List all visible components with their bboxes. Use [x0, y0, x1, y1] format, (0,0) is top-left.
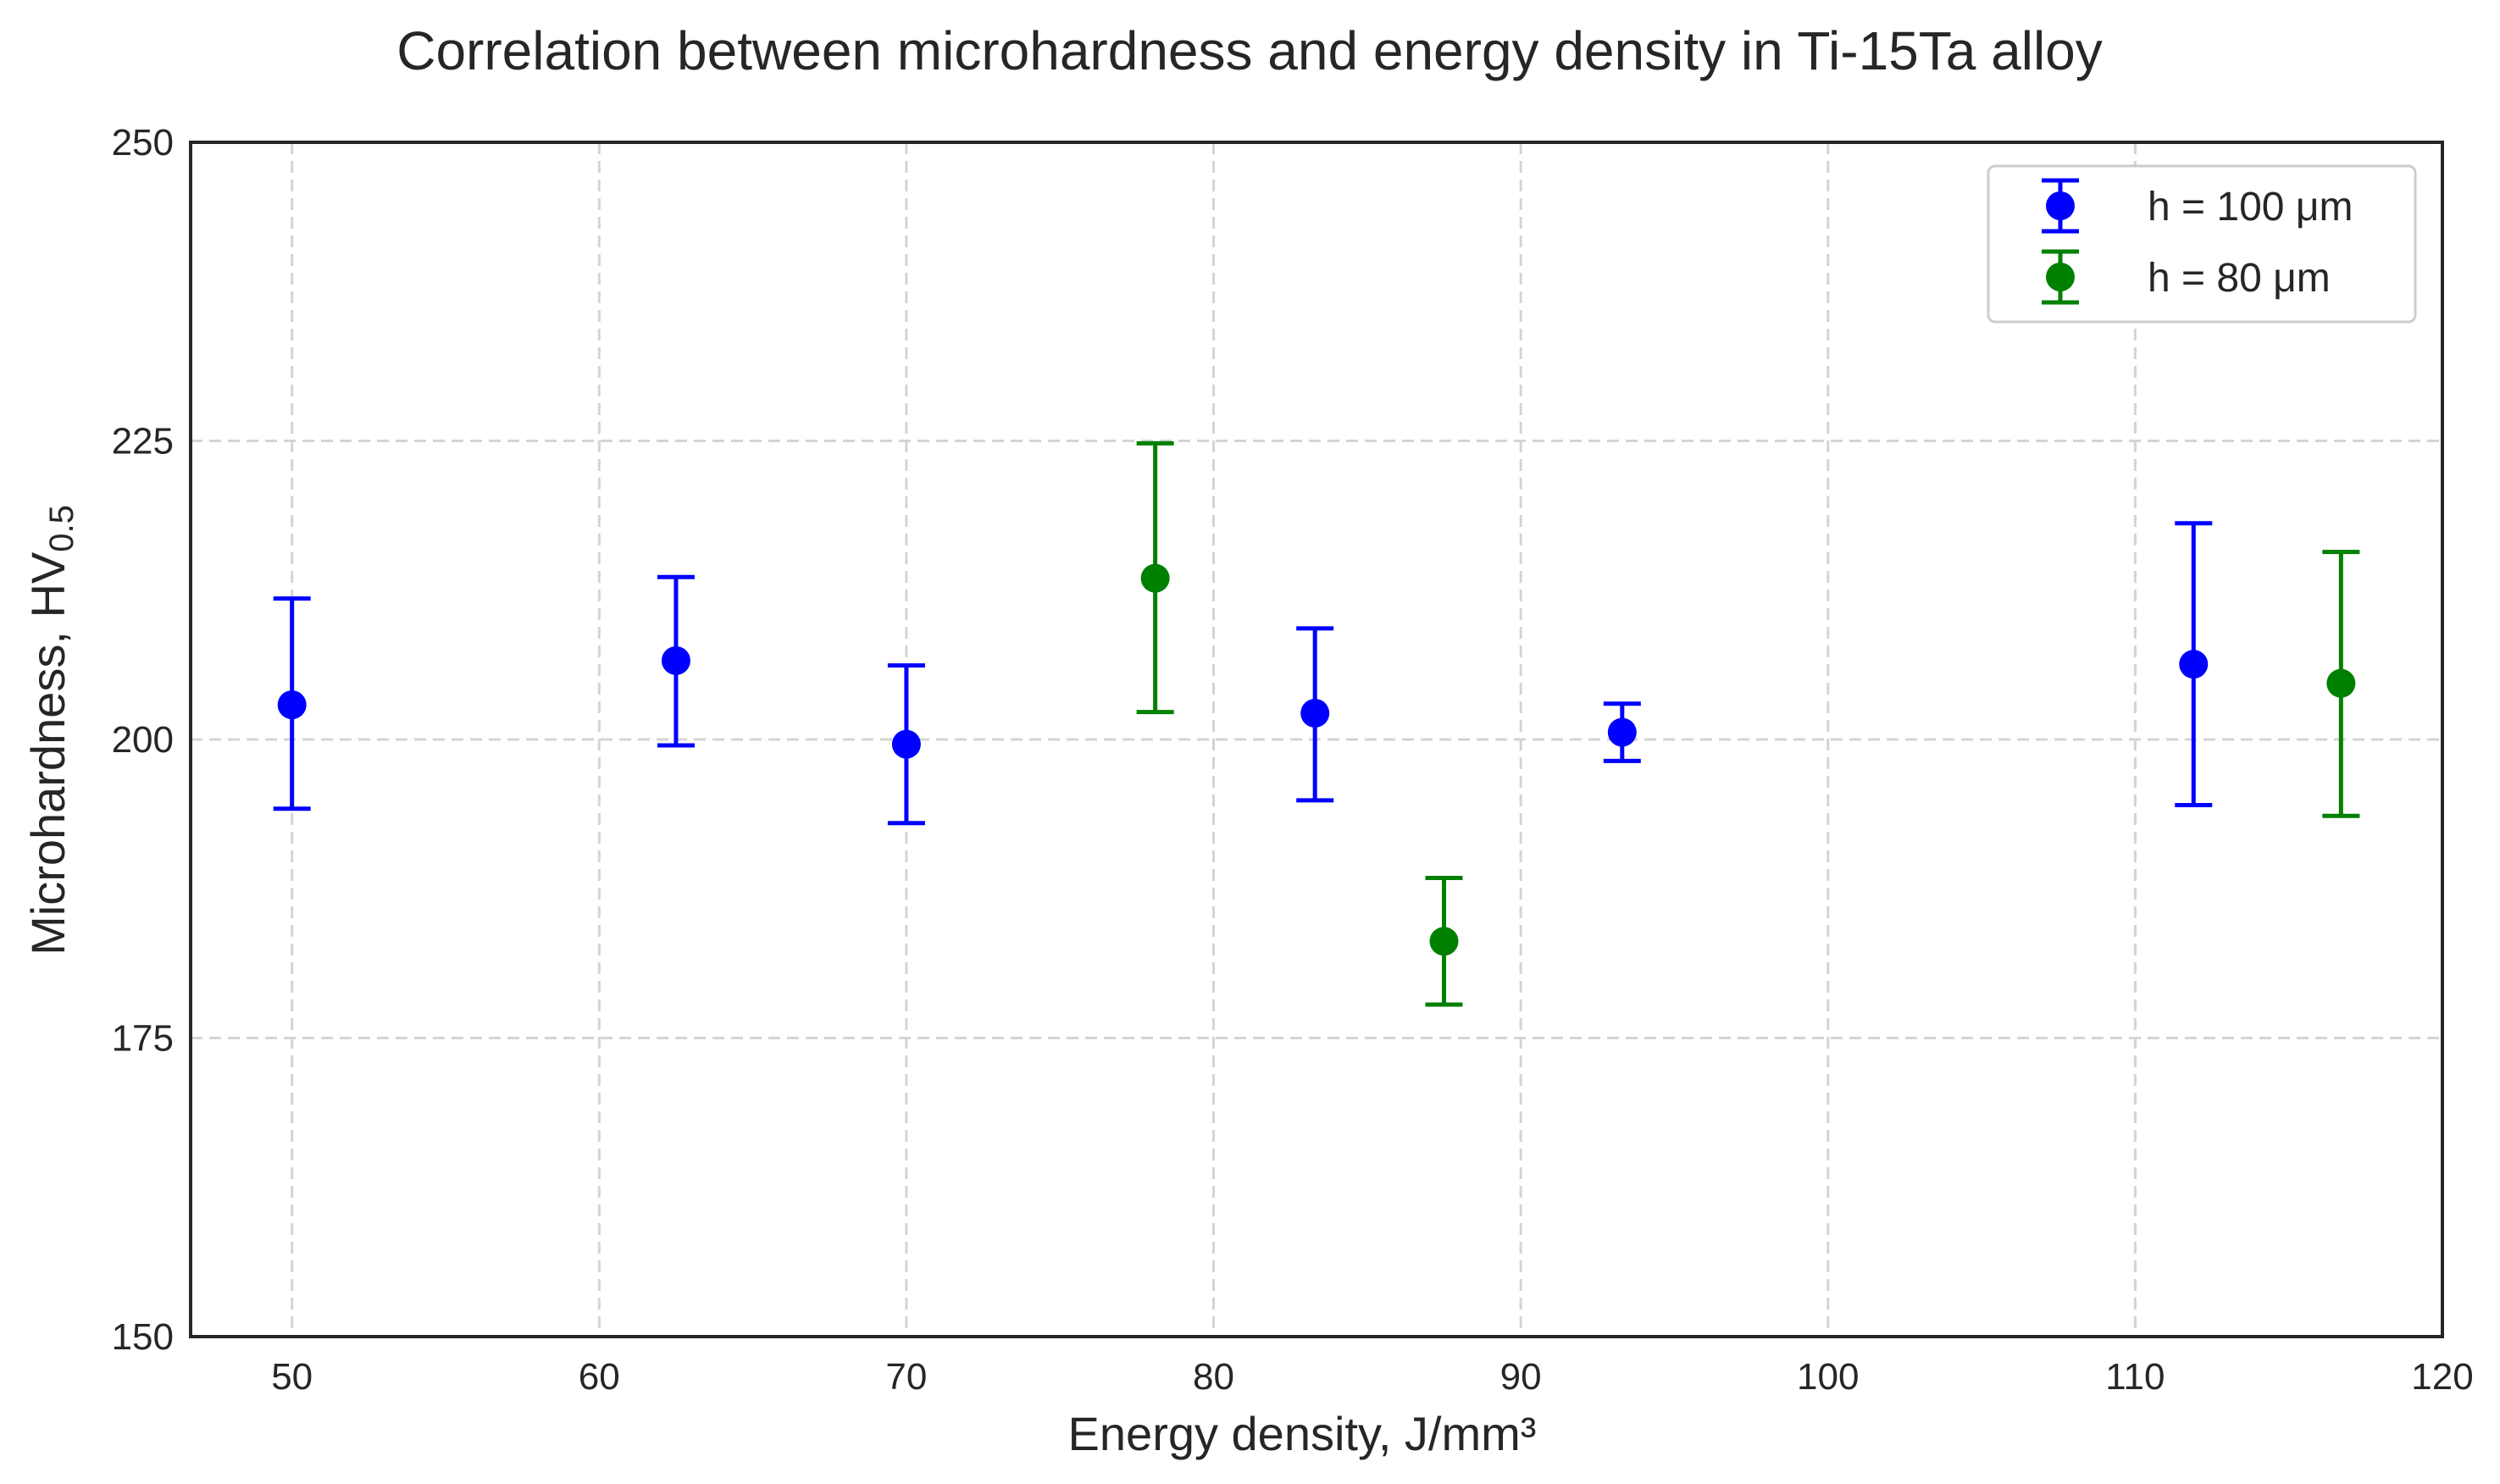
legend-entry: h = 100 μm: [2042, 178, 2353, 234]
legend-marker: [2042, 249, 2079, 305]
data-point: [1607, 717, 1637, 747]
y-tick-label: 200: [112, 719, 174, 761]
y-tick-label: 175: [112, 1018, 174, 1060]
y-tick-label: 150: [112, 1316, 174, 1358]
x-tick-label: 50: [271, 1356, 313, 1398]
legend-entry: h = 80 μm: [2042, 249, 2331, 305]
data-point: [891, 729, 921, 759]
data-point: [2326, 668, 2356, 698]
data-series: [273, 440, 2360, 1007]
legend-label: h = 80 μm: [2148, 256, 2331, 301]
series-1: [273, 521, 2213, 826]
data-point: [1300, 698, 1330, 728]
legend-marker: [2042, 178, 2079, 234]
x-tick-label: 120: [2411, 1356, 2473, 1398]
x-tick-label: 70: [885, 1356, 927, 1398]
x-tick-label: 90: [1500, 1356, 1542, 1398]
x-axis-label: Energy density, J/mm³: [1068, 1407, 1537, 1460]
x-tick-label: 100: [1797, 1356, 1859, 1398]
legend-box: [1987, 164, 2417, 324]
y-axis-label-subscript: 0.5: [43, 505, 80, 552]
x-tick-labels: 50 60 70 80 90 100 110 120: [271, 1356, 2474, 1398]
legend-label: h = 100 μm: [2148, 185, 2353, 230]
y-axis-label-main: Microhardness, HV: [21, 551, 75, 955]
y-tick-label: 250: [112, 122, 174, 163]
data-point: [1140, 563, 1170, 593]
grid-lines: [191, 142, 2442, 1337]
data-point: [2179, 650, 2209, 679]
data-point: [661, 645, 690, 675]
plot-frame: [189, 141, 2444, 1338]
x-tick-label: 60: [579, 1356, 620, 1398]
y-tick-labels: 150 175 200 225 250: [112, 122, 174, 1358]
chart-title: Correlation between microhardness and en…: [396, 20, 2103, 81]
data-point: [277, 690, 307, 720]
y-tick-label: 225: [112, 421, 174, 462]
data-point: [1429, 927, 1459, 956]
series-2: [1136, 440, 2360, 1007]
x-tick-label: 110: [2105, 1356, 2165, 1398]
legend: h = 100 μm h = 80 μm: [1987, 164, 2417, 324]
x-tick-label: 80: [1193, 1356, 1234, 1398]
y-axis-label: Microhardness, HV0.5: [21, 505, 80, 955]
